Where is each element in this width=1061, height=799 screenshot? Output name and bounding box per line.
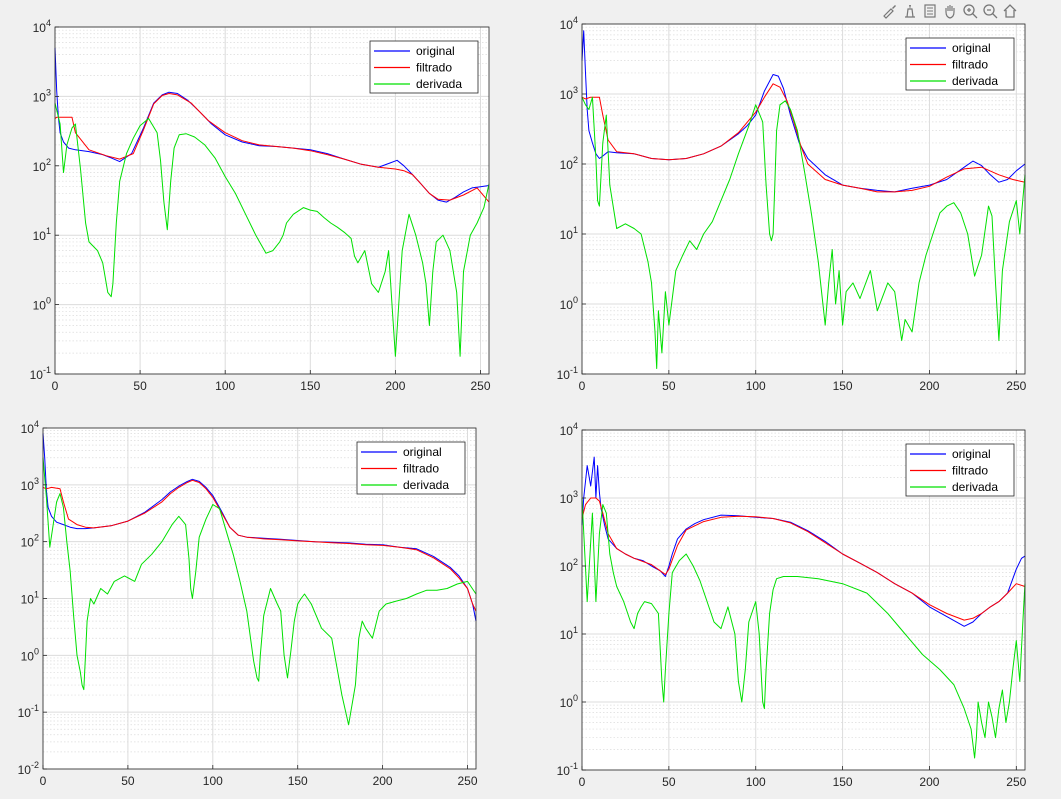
legend-label-derivada: derivada xyxy=(952,74,998,88)
legend-label-filtrado: filtrado xyxy=(952,58,988,72)
x-tick-label: 250 xyxy=(457,774,477,788)
legend-label-original: original xyxy=(403,445,442,459)
x-tick-label: 50 xyxy=(662,775,676,789)
x-tick-label: 200 xyxy=(919,379,939,393)
x-tick-label: 100 xyxy=(203,774,223,788)
legend-label-derivada: derivada xyxy=(952,480,998,494)
legend-label-filtrado: filtrado xyxy=(952,464,988,478)
series-line-filtrado xyxy=(581,497,1026,621)
zoom-in-icon[interactable] xyxy=(960,1,979,21)
series-line-derivada xyxy=(54,102,490,357)
legend: original filtrado derivada xyxy=(905,37,1015,91)
legend-label-filtrado: filtrado xyxy=(403,462,439,476)
x-tick-label: 100 xyxy=(215,379,235,393)
chart-2: 0 50 100 150 200 250 10-1 100 101 102 103 104 origin… xyxy=(557,15,1027,393)
y-tick-label: 10-1 xyxy=(30,365,51,382)
x-tick-label: 250 xyxy=(1006,379,1026,393)
series-line-derivada xyxy=(42,457,477,726)
axes-frame xyxy=(581,429,1026,771)
legend-label-original: original xyxy=(952,41,991,55)
y-tick-label: 100 xyxy=(33,296,51,313)
axes-frame xyxy=(581,23,1026,375)
y-tick-label: 103 xyxy=(560,85,578,102)
axes-frame xyxy=(54,26,490,375)
x-tick-label: 100 xyxy=(746,379,766,393)
x-tick-label: 150 xyxy=(833,775,853,789)
legend: original filtrado derivada xyxy=(356,441,466,495)
minor-grid xyxy=(55,29,489,354)
y-tick-label: 10-2 xyxy=(18,760,39,777)
series-line-filtrado xyxy=(42,479,477,612)
legend: original filtrado derivada xyxy=(369,40,479,94)
chart-1: 0 50 100 150 200 250 10-1 100 101 102 103 104 origin… xyxy=(30,18,491,393)
x-tick-label: 250 xyxy=(470,379,490,393)
y-tick-label: 100 xyxy=(560,295,578,312)
x-tick-label: 0 xyxy=(40,774,47,788)
y-tick-label: 100 xyxy=(560,693,578,710)
x-tick-label: 250 xyxy=(1006,775,1026,789)
x-tick-label: 200 xyxy=(919,775,939,789)
legend-label-derivada: derivada xyxy=(403,478,449,492)
y-tick-label: 102 xyxy=(21,533,39,550)
y-tick-label: 101 xyxy=(21,590,39,607)
y-tick-label: 103 xyxy=(560,489,578,506)
zoom-out-icon[interactable] xyxy=(980,1,999,21)
y-tick-label: 103 xyxy=(21,476,39,493)
y-tick-label: 10-1 xyxy=(557,761,578,778)
y-tick-label: 104 xyxy=(560,421,578,438)
x-tick-label: 0 xyxy=(52,379,59,393)
y-tick-label: 104 xyxy=(560,15,578,32)
x-tick-label: 100 xyxy=(746,775,766,789)
series-line-filtrado xyxy=(581,83,1026,193)
x-tick-label: 150 xyxy=(288,774,308,788)
brush-icon[interactable] xyxy=(880,1,899,21)
chart-3: 0 50 100 150 200 250 10-2 10-1 100 101 102 103 104 or… xyxy=(18,419,478,788)
minor-grid xyxy=(582,432,1025,750)
y-tick-label: 101 xyxy=(560,225,578,242)
y-tick-label: 102 xyxy=(33,157,51,174)
series-line-filtrado xyxy=(54,93,490,203)
legend-label-derivada: derivada xyxy=(416,77,462,91)
legend: original filtrado derivada xyxy=(905,443,1015,497)
y-tick-label: 102 xyxy=(560,557,578,574)
legend-label-original: original xyxy=(952,447,991,461)
y-tick-label: 104 xyxy=(33,18,51,35)
x-tick-label: 150 xyxy=(833,379,853,393)
y-tick-label: 101 xyxy=(560,625,578,642)
home-icon[interactable] xyxy=(1000,1,1019,21)
x-tick-label: 50 xyxy=(662,379,676,393)
pan-icon[interactable] xyxy=(940,1,959,21)
x-tick-label: 0 xyxy=(579,379,586,393)
y-tick-label: 101 xyxy=(33,226,51,243)
x-tick-label: 0 xyxy=(579,775,586,789)
x-tick-label: 200 xyxy=(373,774,393,788)
series-line-derivada xyxy=(581,96,1026,369)
series-line-derivada xyxy=(581,497,1026,759)
x-tick-label: 200 xyxy=(385,379,405,393)
y-tick-label: 10-1 xyxy=(557,365,578,382)
y-tick-label: 100 xyxy=(21,646,39,663)
minor-grid xyxy=(582,26,1025,354)
legend-label-original: original xyxy=(416,44,455,58)
y-tick-label: 102 xyxy=(560,155,578,172)
legend-label-filtrado: filtrado xyxy=(416,61,452,75)
chart-4: 0 50 100 150 200 250 10-1 100 101 102 103 104 origin… xyxy=(557,421,1027,789)
series-line-original xyxy=(581,30,1026,193)
data-tips-icon[interactable] xyxy=(900,1,919,21)
y-tick-label: 104 xyxy=(21,419,39,436)
legend-icon[interactable] xyxy=(920,1,939,21)
y-tick-label: 103 xyxy=(33,87,51,104)
series-line-original xyxy=(581,456,1026,627)
figure-toolbar xyxy=(880,0,1019,22)
y-tick-label: 10-1 xyxy=(18,703,39,720)
x-tick-label: 50 xyxy=(133,379,147,393)
x-tick-label: 50 xyxy=(121,774,135,788)
x-tick-label: 150 xyxy=(300,379,320,393)
